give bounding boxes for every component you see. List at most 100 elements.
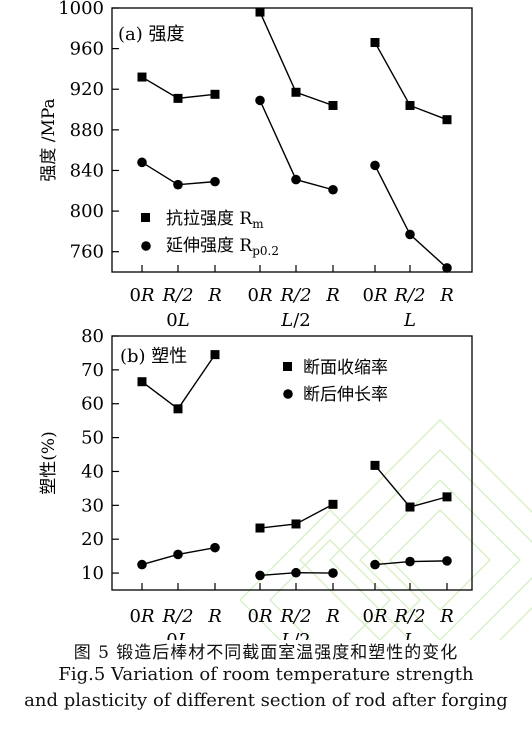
x-axis-ticks: 0R R/2 R 0R R/2 R 0R R/2 R 0L L/2 L xyxy=(129,583,454,640)
y-axis-ticks: 760 800 840 880 920 960 1000 xyxy=(58,0,119,263)
y-tick-label: 50 xyxy=(81,428,104,449)
data-point xyxy=(255,570,265,581)
data-point xyxy=(328,100,338,110)
plot-frame xyxy=(111,7,473,273)
y-tick-label: 800 xyxy=(70,201,104,222)
data-point xyxy=(405,556,415,567)
data-point xyxy=(328,184,338,195)
x-group-label: L xyxy=(403,310,416,331)
y-tick-label: 80 xyxy=(81,326,104,347)
data-point xyxy=(255,95,265,106)
y-tick-label: 10 xyxy=(81,563,104,584)
data-point xyxy=(210,89,220,99)
legend-marker-circle xyxy=(141,241,151,251)
data-point xyxy=(442,556,452,566)
x-tick-label: R xyxy=(325,285,340,306)
series-line xyxy=(374,464,448,508)
y-tick-label: 960 xyxy=(70,39,104,60)
x-group-label: L/2 xyxy=(280,310,310,331)
x-tick-label: R xyxy=(207,285,222,306)
data-point xyxy=(173,404,183,414)
y-tick-label: 40 xyxy=(81,461,104,482)
x-tick-label: R/2 xyxy=(279,606,311,627)
data-point xyxy=(370,460,380,470)
watermark-diamond xyxy=(299,419,532,640)
y-tick-label: 880 xyxy=(70,120,104,141)
x-tick-label: R xyxy=(325,606,340,627)
data-point xyxy=(405,100,415,110)
legend-label-elongation: 断后伸长率 xyxy=(303,385,388,405)
data-point xyxy=(405,229,415,240)
watermark-diamond xyxy=(239,509,421,640)
data-point xyxy=(210,176,220,187)
panel-label: (b) 塑性 xyxy=(120,346,187,367)
legend-label-yield: 延伸强度 Rp0.2 xyxy=(166,236,279,258)
data-point xyxy=(255,523,265,533)
data-point xyxy=(255,7,265,17)
y-axis-ticks: 10 20 30 40 50 60 70 80 xyxy=(81,326,119,584)
y-tick-label: 1000 xyxy=(58,0,104,19)
x-axis-ticks: 0R R/2 R 0R R/2 R 0R R/2 R 0L L/2 L xyxy=(129,265,454,331)
data-point xyxy=(210,350,220,360)
y-tick-label: 760 xyxy=(70,242,104,263)
chart-series xyxy=(137,7,452,273)
legend-label-tensile: 抗拉强度 Rm xyxy=(166,209,264,231)
x-tick-label: 0R xyxy=(129,606,154,627)
panel-plasticity: (b) 塑性 塑性(%) 10 20 30 40 50 60 70 80 0R R/2 R 0R R/… xyxy=(39,326,473,640)
legend: 抗拉强度 Rm 延伸强度 Rp0.2 xyxy=(141,209,279,258)
x-tick-label: 0R xyxy=(247,606,272,627)
data-point xyxy=(173,179,183,190)
legend-label-reduction-of-area: 断面收缩率 xyxy=(303,358,388,378)
x-tick-label: R xyxy=(439,285,454,306)
y-tick-label: 60 xyxy=(81,394,104,415)
x-tick-label: 0R xyxy=(247,285,272,306)
watermark-diamond xyxy=(329,449,532,640)
figure-canvas: (a) 强度 强度 /MPa 760 800 840 880 920 960 1000 0R… xyxy=(39,0,532,640)
x-tick-label: R/2 xyxy=(279,285,311,306)
watermark xyxy=(239,419,532,640)
panel-strength: (a) 强度 强度 /MPa 760 800 840 880 920 960 1000 0R… xyxy=(39,0,473,331)
data-point xyxy=(173,549,183,560)
data-point xyxy=(210,542,220,553)
watermark-diamond xyxy=(389,509,491,611)
figure-caption-english-line1: Fig.5 Variation of room temperature stre… xyxy=(58,664,474,685)
y-axis-label: 塑性(%) xyxy=(39,431,59,494)
chart-series xyxy=(137,350,452,581)
data-point xyxy=(291,567,301,578)
data-point xyxy=(291,519,301,529)
data-point xyxy=(137,72,147,82)
data-point xyxy=(291,87,301,97)
y-tick-label: 920 xyxy=(70,79,104,100)
x-group-label: L xyxy=(403,630,416,640)
plot-frame xyxy=(111,335,473,591)
data-point xyxy=(442,492,452,502)
watermark-diamond xyxy=(269,539,391,640)
x-tick-label: R/2 xyxy=(393,606,425,627)
legend-marker-square xyxy=(141,213,150,222)
x-tick-label: R/2 xyxy=(161,606,193,627)
data-point xyxy=(370,38,380,48)
y-tick-label: 70 xyxy=(81,360,104,381)
y-tick-label: 840 xyxy=(70,160,104,181)
y-tick-label: 20 xyxy=(81,529,104,550)
watermark-diamond xyxy=(359,479,521,640)
legend-marker-square xyxy=(283,362,292,371)
legend: 断面收缩率 断后伸长率 xyxy=(283,358,388,405)
y-tick-label: 30 xyxy=(81,495,104,516)
figure-caption-chinese: 图 5 锻造后棒材不同截面室温强度和塑性的变化 xyxy=(73,643,459,663)
x-tick-label: 0R xyxy=(129,285,154,306)
x-group-label: L/2 xyxy=(280,630,310,640)
data-point xyxy=(137,157,147,168)
data-point xyxy=(328,568,338,578)
y-axis-label: 强度 /MPa xyxy=(39,98,59,181)
data-point xyxy=(405,502,415,512)
data-point xyxy=(442,263,452,273)
data-point xyxy=(328,499,338,509)
data-point xyxy=(370,559,380,570)
data-point xyxy=(137,377,147,387)
x-tick-label: R/2 xyxy=(161,285,193,306)
x-tick-label: 0R xyxy=(362,606,387,627)
x-tick-label: R/2 xyxy=(393,285,425,306)
data-point xyxy=(137,559,147,570)
x-group-label: 0L xyxy=(166,630,189,640)
